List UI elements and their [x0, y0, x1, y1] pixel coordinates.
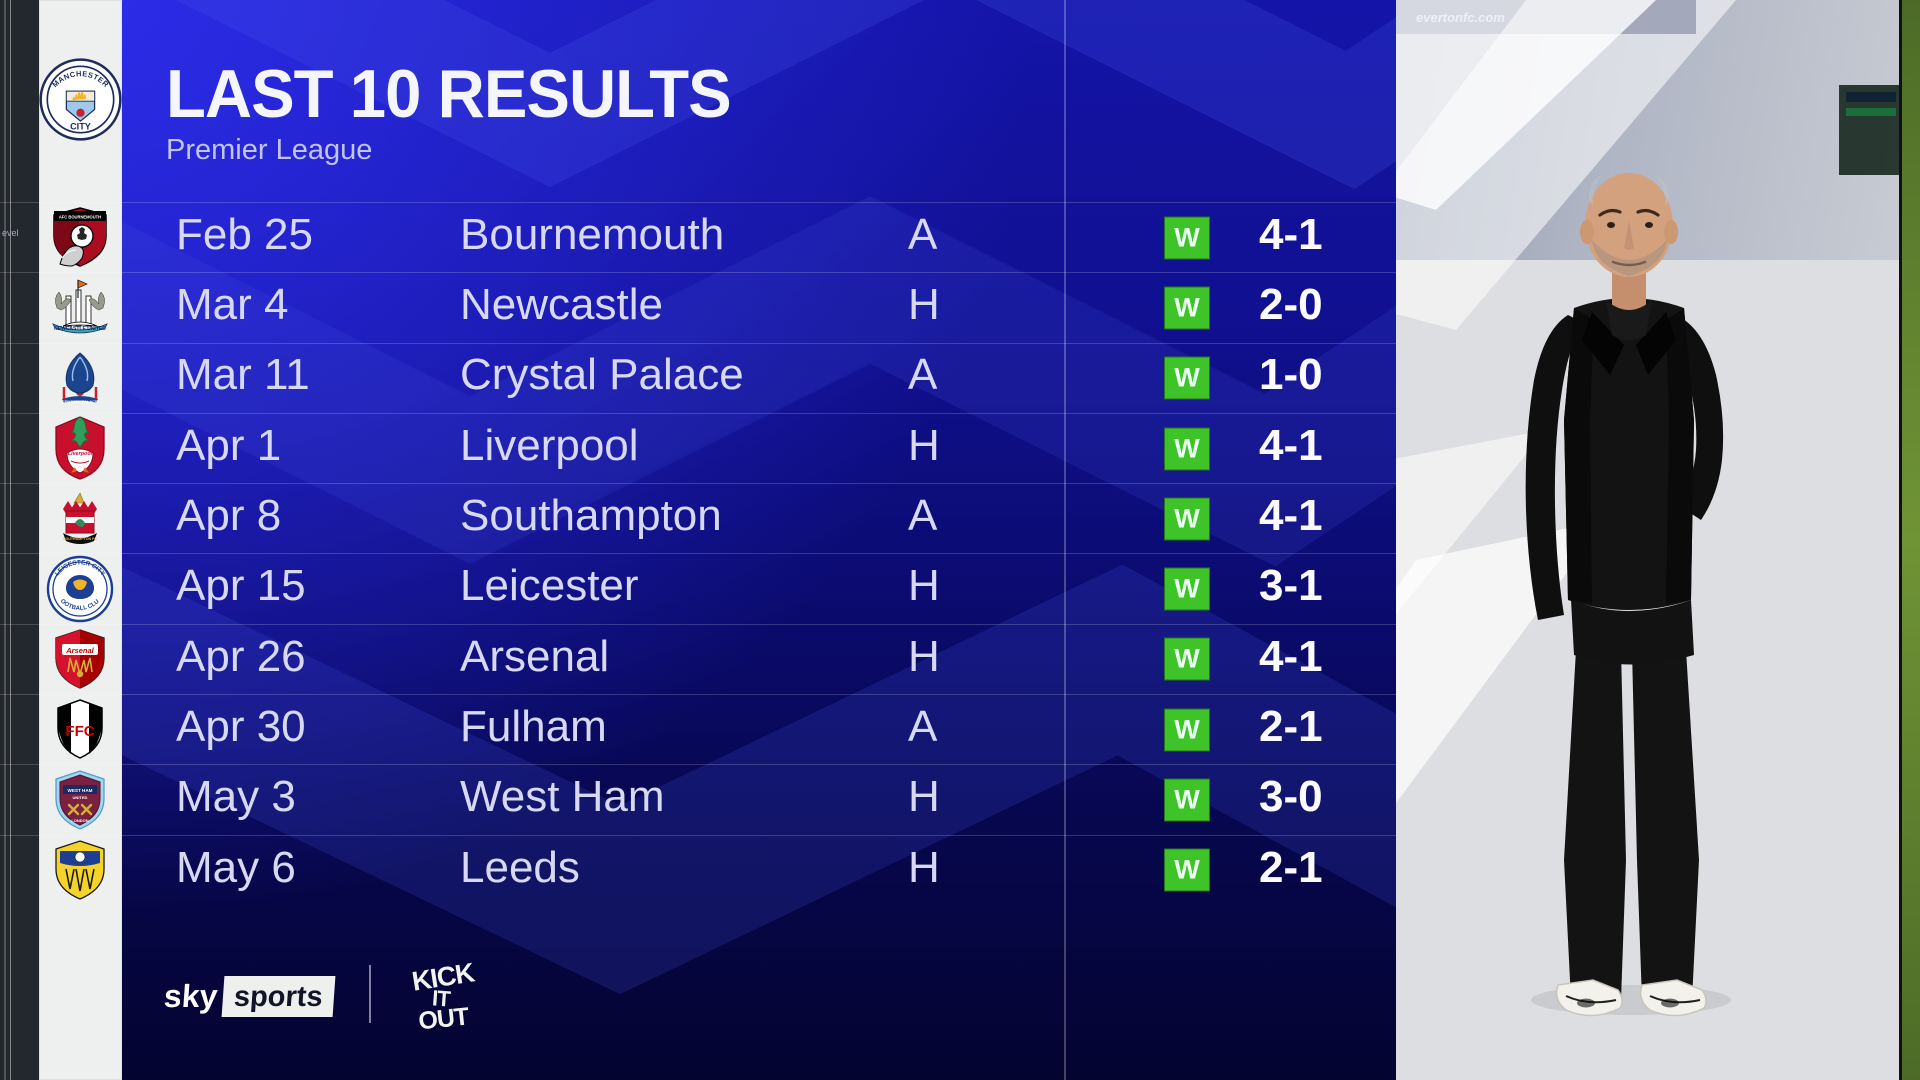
- svg-text:CITY: CITY: [70, 121, 91, 131]
- svg-text:OUT: OUT: [417, 1002, 470, 1030]
